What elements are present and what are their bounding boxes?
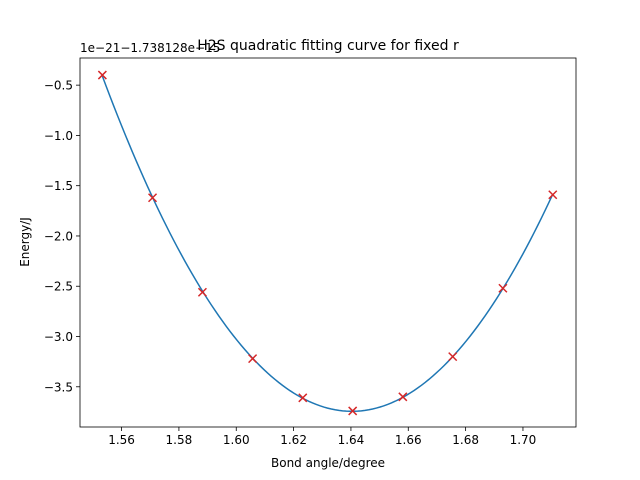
y-axis-label: Energy/J	[18, 217, 32, 267]
x-tick-label: 1.62	[280, 433, 307, 447]
x-tick-label: 1.68	[452, 433, 479, 447]
y-tick-label: −3.0	[44, 330, 73, 344]
x-tick-label: 1.60	[223, 433, 250, 447]
x-tick-label: 1.70	[510, 433, 537, 447]
plot-area	[80, 58, 576, 427]
x-axis-label: Bond angle/degree	[271, 456, 385, 470]
data-point	[97, 70, 107, 80]
data-point	[348, 406, 358, 416]
data-point	[398, 392, 408, 402]
data-point-markers	[97, 70, 558, 416]
data-point	[148, 193, 158, 203]
chart-title: H2S quadratic fitting curve for fixed r	[197, 38, 459, 54]
x-tick-label: 1.56	[108, 433, 135, 447]
y-tick-label: −3.5	[44, 380, 73, 394]
data-point	[298, 393, 308, 403]
y-tick-label: −1.0	[44, 129, 73, 143]
axes-frame	[79, 57, 577, 428]
data-point	[248, 354, 258, 364]
x-tick-label: 1.64	[338, 433, 365, 447]
y-tick-label: −2.5	[44, 280, 73, 294]
data-point	[448, 352, 458, 362]
x-tick-label: 1.58	[166, 433, 193, 447]
fit-curve-line	[101, 75, 554, 413]
data-point	[548, 190, 558, 200]
y-tick-label: −2.0	[44, 229, 73, 243]
y-axis-ticks: −0.5 −1.0 −1.5 −2.0 −2.5 −3.0 −3.5	[44, 79, 80, 394]
data-point	[197, 287, 207, 297]
x-tick-label: 1.66	[395, 433, 422, 447]
y-offset-label: 1e−21−1.738128e−15	[80, 41, 220, 55]
x-axis-ticks: 1.56 1.58 1.60 1.62 1.64 1.66 1.68 1.70	[108, 427, 536, 447]
data-point	[498, 283, 508, 293]
y-tick-label: −1.5	[44, 179, 73, 193]
y-tick-label: −0.5	[44, 79, 73, 93]
